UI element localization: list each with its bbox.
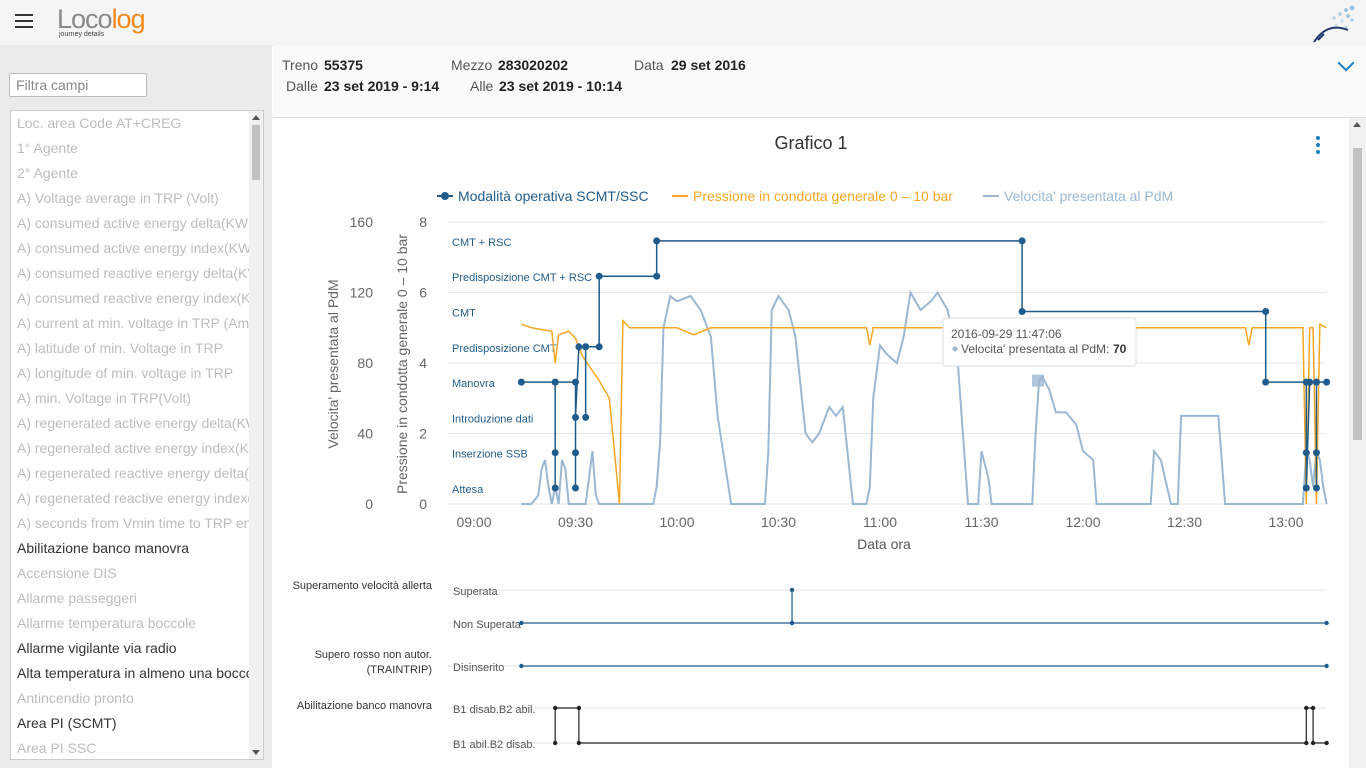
- field-item[interactable]: Alta temperatura in almeno una boccola: [17, 665, 249, 681]
- vehicle-value: 283020202: [498, 57, 569, 73]
- date-value: 29 set 2016: [671, 57, 746, 73]
- date-label: Data: [634, 57, 664, 73]
- field-item[interactable]: 2° Agente: [17, 165, 78, 181]
- field-item[interactable]: Area PI SSC: [17, 740, 97, 756]
- train-label: Treno: [282, 57, 319, 73]
- field-item[interactable]: A) consumed reactive energy delta(KVArh): [17, 265, 249, 281]
- field-item[interactable]: A) latitude of min. Voltage in TRP: [17, 340, 223, 356]
- scroll-thumb[interactable]: [1353, 148, 1362, 440]
- scroll-thumb[interactable]: [252, 125, 260, 180]
- field-item[interactable]: Loc. area Code AT+CREG: [17, 115, 182, 131]
- field-item[interactable]: A) consumed active energy delta(KWh): [17, 215, 249, 231]
- field-item[interactable]: Antincendio pronto: [17, 690, 134, 706]
- field-item[interactable]: A) current at min. voltage in TRP (Amp): [17, 315, 249, 331]
- top-bar: Locolog journey details: [0, 0, 1366, 46]
- scroll-up-icon[interactable]: [1353, 122, 1361, 127]
- vehicle-label: Mezzo: [451, 57, 493, 73]
- field-item[interactable]: A) consumed active energy index(KWh): [17, 240, 249, 256]
- field-item[interactable]: A) regenerated active energy index(KWh): [17, 440, 249, 456]
- filter-fields-input[interactable]: [9, 73, 147, 97]
- to-label: Alle: [470, 78, 494, 94]
- fields-sidebar: Loc. area Code AT+CREG 1° Agente 2° Agente…: [0, 45, 272, 768]
- chart-menu-icon[interactable]: [1316, 136, 1322, 157]
- field-item[interactable]: A) Voltage average in TRP (Volt): [17, 190, 219, 206]
- chevron-down-icon[interactable]: [1337, 54, 1355, 72]
- field-item[interactable]: Area PI (SCMT): [17, 715, 117, 731]
- field-item[interactable]: A) regenerated reactive energy index(KVA…: [17, 490, 249, 506]
- field-item[interactable]: 1° Agente: [17, 140, 78, 156]
- charts-scrollbar[interactable]: [1349, 118, 1366, 768]
- fields-scrollbar[interactable]: [249, 111, 263, 759]
- field-item[interactable]: Allarme passeggeri: [17, 590, 137, 606]
- field-item[interactable]: A) regenerated active energy delta(KWh): [17, 415, 249, 431]
- scroll-up-icon[interactable]: [252, 115, 260, 120]
- fields-list[interactable]: Loc. area Code AT+CREG 1° Agente 2° Agente…: [10, 110, 264, 760]
- field-item[interactable]: Allarme temperatura boccole: [17, 615, 196, 631]
- field-item[interactable]: A) regenerated reactive energy delta(KVA…: [17, 465, 249, 481]
- journey-info: Treno 55375 Mezzo 283020202 Data 29 set …: [273, 45, 1366, 118]
- brand-mark-icon: [1313, 5, 1355, 43]
- field-item[interactable]: A) consumed reactive energy index(KVArh): [17, 290, 249, 306]
- hamburger-menu-icon[interactable]: [15, 14, 33, 30]
- app-subtitle: journey details: [59, 31, 105, 38]
- field-item[interactable]: Allarme vigilante via radio: [17, 640, 177, 656]
- field-item[interactable]: Abilitazione banco manovra: [17, 540, 189, 556]
- train-value: 55375: [324, 57, 363, 73]
- chart-title: Grafico 1: [774, 133, 848, 153]
- field-item[interactable]: Accensione DIS: [17, 565, 117, 581]
- app-logo[interactable]: Locolog journey details: [57, 4, 146, 38]
- from-value: 23 set 2019 - 9:14: [324, 78, 440, 94]
- field-item[interactable]: A) seconds from Vmin time to TRP end: [17, 515, 249, 531]
- scroll-down-icon[interactable]: [252, 750, 260, 755]
- charts-panel: [273, 118, 1349, 768]
- from-label: Dalle: [286, 78, 318, 94]
- field-item[interactable]: A) min. Voltage in TRP(Volt): [17, 390, 192, 406]
- field-item[interactable]: A) longitude of min. voltage in TRP: [17, 365, 234, 381]
- to-value: 23 set 2019 - 10:14: [499, 78, 622, 94]
